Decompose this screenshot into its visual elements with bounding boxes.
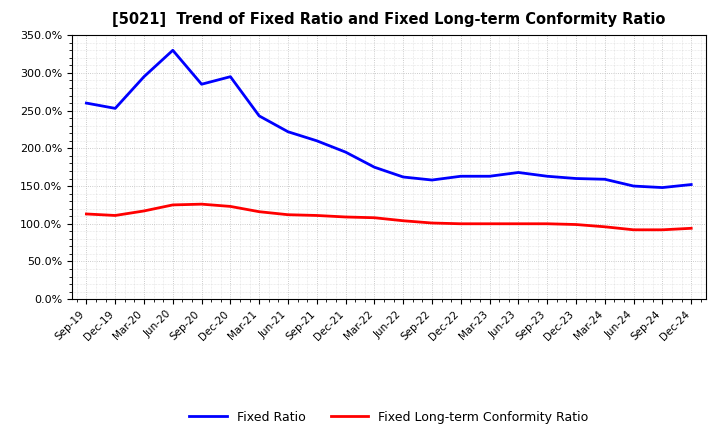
- Fixed Long-term Conformity Ratio: [658, 227, 667, 232]
- Fixed Long-term Conformity Ratio: [629, 227, 638, 232]
- Fixed Long-term Conformity Ratio: [543, 221, 552, 227]
- Fixed Ratio: [226, 74, 235, 79]
- Fixed Long-term Conformity Ratio: [428, 220, 436, 226]
- Fixed Long-term Conformity Ratio: [456, 221, 465, 227]
- Fixed Ratio: [658, 185, 667, 190]
- Fixed Ratio: [168, 48, 177, 53]
- Fixed Long-term Conformity Ratio: [572, 222, 580, 227]
- Fixed Long-term Conformity Ratio: [514, 221, 523, 227]
- Fixed Long-term Conformity Ratio: [255, 209, 264, 214]
- Fixed Ratio: [572, 176, 580, 181]
- Fixed Long-term Conformity Ratio: [341, 214, 350, 220]
- Title: [5021]  Trend of Fixed Ratio and Fixed Long-term Conformity Ratio: [5021] Trend of Fixed Ratio and Fixed Lo…: [112, 12, 665, 27]
- Legend: Fixed Ratio, Fixed Long-term Conformity Ratio: Fixed Ratio, Fixed Long-term Conformity …: [184, 406, 593, 429]
- Fixed Ratio: [600, 176, 609, 182]
- Fixed Ratio: [456, 174, 465, 179]
- Fixed Long-term Conformity Ratio: [82, 211, 91, 216]
- Fixed Long-term Conformity Ratio: [485, 221, 494, 227]
- Fixed Long-term Conformity Ratio: [687, 226, 696, 231]
- Fixed Long-term Conformity Ratio: [111, 213, 120, 218]
- Fixed Ratio: [140, 74, 148, 79]
- Fixed Long-term Conformity Ratio: [399, 218, 408, 224]
- Fixed Ratio: [370, 165, 379, 170]
- Line: Fixed Long-term Conformity Ratio: Fixed Long-term Conformity Ratio: [86, 204, 691, 230]
- Fixed Ratio: [485, 174, 494, 179]
- Fixed Long-term Conformity Ratio: [370, 215, 379, 220]
- Fixed Ratio: [341, 150, 350, 155]
- Fixed Ratio: [428, 177, 436, 183]
- Fixed Ratio: [197, 81, 206, 87]
- Fixed Long-term Conformity Ratio: [312, 213, 321, 218]
- Fixed Ratio: [111, 106, 120, 111]
- Fixed Long-term Conformity Ratio: [600, 224, 609, 229]
- Fixed Long-term Conformity Ratio: [168, 202, 177, 208]
- Fixed Ratio: [543, 174, 552, 179]
- Fixed Ratio: [687, 182, 696, 187]
- Fixed Long-term Conformity Ratio: [284, 212, 292, 217]
- Line: Fixed Ratio: Fixed Ratio: [86, 50, 691, 187]
- Fixed Ratio: [629, 183, 638, 189]
- Fixed Ratio: [255, 113, 264, 118]
- Fixed Ratio: [399, 174, 408, 180]
- Fixed Long-term Conformity Ratio: [140, 208, 148, 213]
- Fixed Long-term Conformity Ratio: [226, 204, 235, 209]
- Fixed Ratio: [514, 170, 523, 175]
- Fixed Ratio: [82, 100, 91, 106]
- Fixed Ratio: [312, 138, 321, 143]
- Fixed Ratio: [284, 129, 292, 134]
- Fixed Long-term Conformity Ratio: [197, 202, 206, 207]
